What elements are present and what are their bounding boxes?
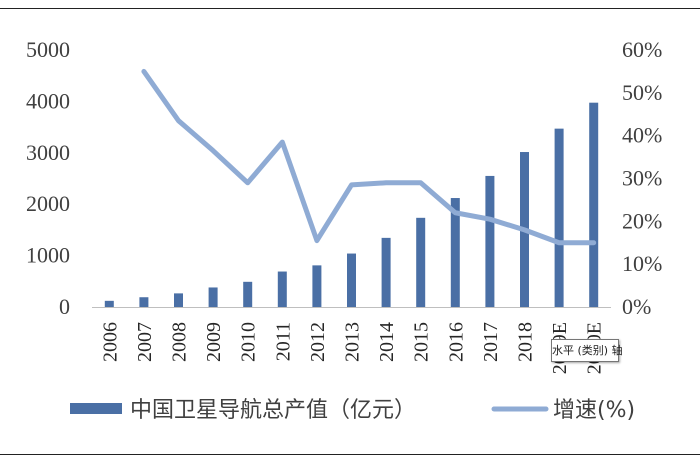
x-tick-label: 2006: [99, 322, 121, 362]
y-right-tick-label: 60%: [622, 37, 662, 62]
y-left-tick-label: 4000: [26, 88, 70, 113]
x-tick-label: 2009: [203, 322, 225, 362]
y-left-tick-label: 3000: [26, 140, 70, 165]
bar: [450, 198, 460, 307]
bar: [243, 281, 253, 307]
bar: [347, 253, 356, 307]
y-right-tick-label: 0%: [622, 294, 651, 319]
x-tick-label: 2018: [515, 322, 537, 362]
legend-line-label: 增速(%): [553, 398, 635, 423]
bar: [312, 265, 322, 307]
bar: [104, 300, 114, 307]
x-tick-label: 2013: [342, 322, 364, 362]
y-right-tick-label: 30%: [622, 166, 662, 191]
y-left-tick-label: 2000: [26, 191, 70, 216]
y-right-tick-label: 10%: [622, 251, 662, 276]
bar: [554, 128, 564, 307]
y-left-tick-label: 5000: [26, 37, 70, 62]
axis-tooltip: 水平 (类别) 轴: [551, 339, 623, 362]
bar: [208, 287, 218, 307]
x-tick-label: 2008: [169, 322, 191, 362]
bar: [589, 102, 599, 307]
y-right-tick-label: 40%: [622, 123, 662, 148]
x-tick-label: 2011: [272, 322, 294, 361]
x-tick-label: 2014: [376, 322, 398, 362]
bar: [139, 297, 149, 307]
x-tick-label: 2007: [134, 322, 156, 362]
bar: [416, 217, 426, 307]
y-left-tick-label: 0: [59, 294, 70, 319]
bar: [277, 271, 287, 307]
y-right-tick-label: 20%: [622, 208, 662, 233]
x-tick-label: 2015: [411, 322, 433, 362]
x-tick-label: 2016: [445, 322, 467, 362]
bar: [174, 293, 183, 307]
y-right-tick-label: 50%: [622, 80, 662, 105]
x-tick-label: 2010: [238, 322, 260, 362]
x-tick-label: 2017: [480, 322, 502, 362]
y-left-tick-label: 1000: [26, 243, 70, 268]
legend-bar-swatch: [70, 403, 122, 414]
growth-line: [141, 68, 597, 246]
bar: [485, 175, 495, 307]
bar: [381, 237, 391, 307]
chart-frame: [0, 8, 700, 455]
x-tick-label: 2012: [307, 322, 329, 362]
legend-bar-label: 中国卫星导航总产值（亿元）: [130, 398, 416, 423]
